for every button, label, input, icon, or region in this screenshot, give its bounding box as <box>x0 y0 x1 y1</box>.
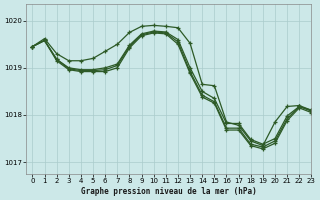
X-axis label: Graphe pression niveau de la mer (hPa): Graphe pression niveau de la mer (hPa) <box>81 187 257 196</box>
